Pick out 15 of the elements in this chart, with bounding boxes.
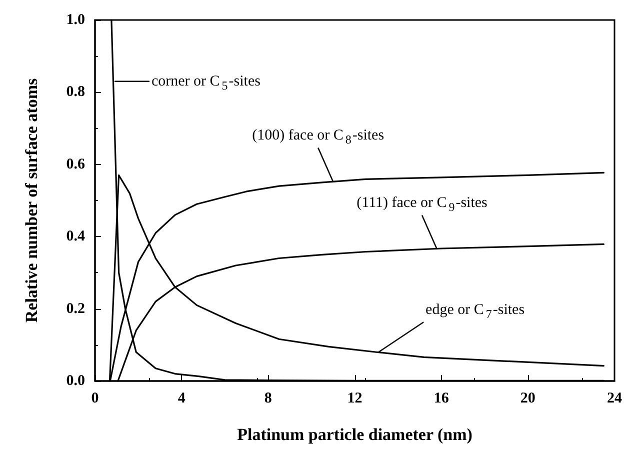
y-tick-label: 0.0	[66, 373, 85, 389]
y-tick-label: 0.2	[66, 300, 85, 317]
x-tick-label: 4	[178, 390, 186, 406]
y-tick-label: 0.8	[66, 84, 85, 100]
x-tick-label: 8	[264, 390, 272, 406]
x-tick-label: 16	[434, 390, 450, 406]
x-tick-label: 12	[347, 390, 362, 406]
x-tick-label: 0	[91, 390, 99, 406]
x-axis-title: Platinum particle diameter (nm)	[237, 425, 472, 444]
x-tick-label: 24	[607, 390, 622, 406]
x-tick-label: 20	[520, 390, 536, 406]
y-tick-label: 0.4	[66, 228, 86, 245]
y-tick-label: 0.6	[66, 156, 86, 172]
y-tick-label: 1.0	[66, 12, 85, 28]
y-axis-title: Relative number of surface atoms	[22, 78, 41, 323]
